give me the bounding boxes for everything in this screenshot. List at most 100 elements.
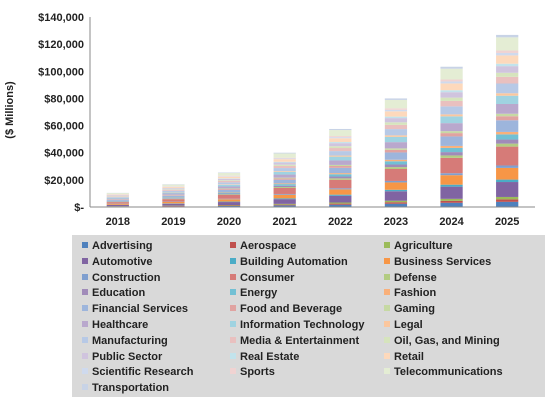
bar-segment-2022-21 <box>329 143 352 147</box>
bar-segment-2018-12 <box>106 199 129 201</box>
bar-segment-2021-5 <box>273 194 296 199</box>
bar-segment-2024-2 <box>440 198 463 201</box>
bar-segment-2023-13 <box>384 149 408 153</box>
bar-segment-2023-14 <box>384 148 408 150</box>
bar-segment-2018-5 <box>106 203 129 205</box>
legend-swatch <box>384 321 390 328</box>
bar-segment-2022-27 <box>329 128 352 131</box>
bar-segment-2024-23 <box>440 83 463 91</box>
legend-item: Financial Services <box>82 302 188 317</box>
bar-segment-2022-10 <box>329 174 352 177</box>
legend-item: Consumer <box>230 271 294 286</box>
bar-segment-2022-2 <box>329 202 352 204</box>
bar-segment-2023-18 <box>384 129 408 136</box>
legend-label: Food and Beverage <box>240 303 343 316</box>
y-tick-label: $140,000 <box>38 12 84 24</box>
bar-segment-2021-12 <box>273 179 296 184</box>
legend-item: Scientific Research <box>82 365 194 380</box>
bar-segment-2024-0 <box>440 202 463 207</box>
legend-label: Defense <box>394 271 437 284</box>
bar-segment-2024-19 <box>440 100 463 107</box>
legend-label: Automotive <box>92 255 153 268</box>
bar-segment-2025-7 <box>496 146 519 166</box>
bar-segment-2021-1 <box>273 204 296 206</box>
legend-label: Fashion <box>394 287 437 300</box>
legend-swatch <box>230 368 236 375</box>
y-axis-label: ($ Millions) <box>4 81 16 139</box>
bar-segment-2023-9 <box>384 164 408 168</box>
bar-segment-2022-9 <box>329 176 352 179</box>
stacked-bar-chart: $- $20,000 $40,000 $60,000 $80,000 $100,000 $1… <box>4 12 535 228</box>
legend-label: Energy <box>240 287 278 300</box>
bar-segment-2024-21 <box>440 92 463 98</box>
bar-segment-2025-22 <box>496 63 519 67</box>
legend-swatch <box>230 352 236 359</box>
bar-segment-2024-4 <box>440 184 463 187</box>
legend-item: Media & Entertainment <box>230 334 359 349</box>
legend-swatch <box>384 273 390 280</box>
bar-segment-2020-18 <box>217 182 241 185</box>
bar-segment-2025-12 <box>496 120 519 132</box>
bar-segment-2018-15 <box>106 198 129 200</box>
bar-segment-2019-7 <box>162 199 185 202</box>
legend-item: Defense <box>384 271 437 286</box>
bar-segment-2023-8 <box>384 167 408 169</box>
bar-segment-2018-7 <box>106 202 129 204</box>
bar-segment-2021-16 <box>273 171 296 175</box>
bar-segment-2018-16 <box>106 197 129 199</box>
bar-segment-2019-26 <box>162 184 185 187</box>
bar-segment-2025-24 <box>496 52 519 56</box>
bar-segment-2025-0 <box>496 201 519 207</box>
bar-segment-2023-23 <box>384 111 408 117</box>
legend-swatch <box>82 273 88 280</box>
bar-segment-2024-24 <box>440 81 463 84</box>
bar-segment-2021-14 <box>273 177 296 179</box>
bar-segment-2025-3 <box>496 182 519 197</box>
bar-segment-2024-10 <box>440 147 463 153</box>
bar-segment-2020-0 <box>217 205 241 207</box>
legend-label: Aerospace <box>240 240 297 252</box>
bar-segment-2020-9 <box>217 193 241 195</box>
legend-label: Financial Services <box>92 303 188 316</box>
bar-segment-2020-23 <box>217 176 241 179</box>
bar-segment-2020-7 <box>217 194 241 199</box>
bar-segment-2024-20 <box>440 97 463 101</box>
bar-segment-2020-15 <box>217 186 241 189</box>
legend-swatch <box>82 289 88 296</box>
legend-item: Retail <box>384 350 424 365</box>
bar-segment-2025-13 <box>496 116 519 121</box>
bar-segment-2021-7 <box>273 188 296 194</box>
bar-segment-2019-5 <box>162 201 185 204</box>
legend-label: Legal <box>394 319 423 331</box>
bar-segment-2019-12 <box>162 195 185 198</box>
bar-segment-2021-21 <box>273 162 296 165</box>
bar-segment-2023-27 <box>384 98 408 100</box>
bar-segment-2020-21 <box>217 178 241 181</box>
bar-segment-2022-15 <box>329 160 352 165</box>
bar-segment-2023-10 <box>384 161 408 165</box>
legend-label: Advertising <box>92 240 153 252</box>
legend-label: Consumer <box>240 271 295 284</box>
legend-label: Construction <box>92 271 161 284</box>
bar-segment-2024-13 <box>440 133 463 137</box>
bar-segment-2024-8 <box>440 155 463 158</box>
bar-segment-2020-20 <box>217 180 241 182</box>
legend-item: Aerospace <box>230 239 296 254</box>
legend-label: Education <box>92 287 146 300</box>
bar-segment-2022-22 <box>329 142 352 144</box>
bar-segment-2023-15 <box>384 142 408 149</box>
bar-segment-2024-17 <box>440 114 463 117</box>
legend-label: Building Automation <box>240 255 348 268</box>
bar-segment-2025-16 <box>496 95 519 104</box>
bar-segment-2021-27 <box>273 152 296 154</box>
bar-segment-2018-19 <box>106 196 129 197</box>
legend-swatch <box>82 384 88 391</box>
bar-segment-2023-4 <box>384 189 408 192</box>
legend-swatch <box>82 352 88 359</box>
legend-item: Real Estate <box>230 350 299 365</box>
bar-segment-2020-8 <box>217 194 241 195</box>
bars-layer <box>106 34 519 207</box>
bar-segment-2023-25 <box>384 108 408 110</box>
bar-segment-2025-15 <box>496 103 519 114</box>
bar-segment-2023-24 <box>384 109 408 112</box>
